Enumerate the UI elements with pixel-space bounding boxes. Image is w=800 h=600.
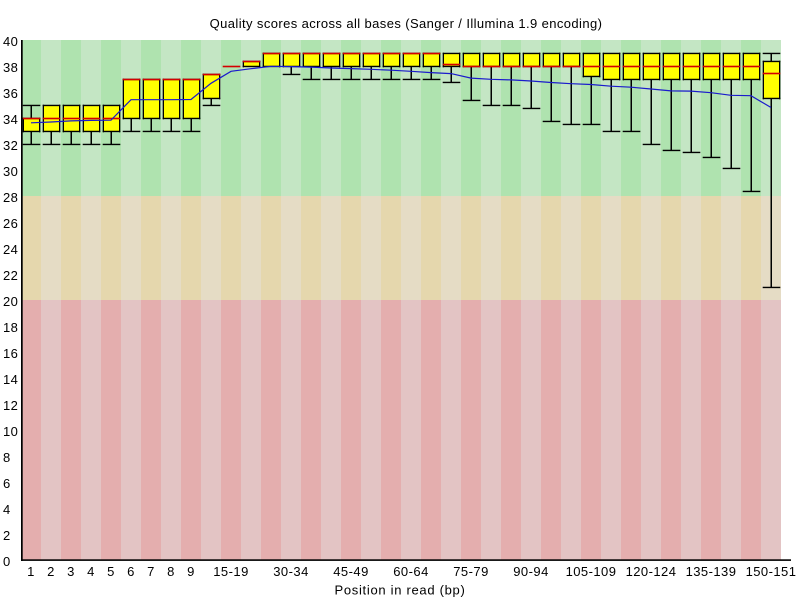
svg-text:6: 6: [127, 564, 135, 579]
svg-text:2: 2: [47, 564, 55, 579]
svg-text:1: 1: [27, 564, 35, 579]
svg-text:60-64: 60-64: [393, 564, 429, 579]
svg-text:105-109: 105-109: [566, 564, 617, 579]
svg-text:9: 9: [187, 564, 195, 579]
svg-text:8: 8: [3, 450, 11, 465]
svg-text:22: 22: [3, 268, 18, 283]
svg-text:28: 28: [3, 190, 18, 205]
svg-text:18: 18: [3, 320, 18, 335]
svg-text:75-79: 75-79: [453, 564, 489, 579]
svg-text:14: 14: [3, 372, 18, 387]
svg-text:24: 24: [3, 242, 18, 257]
svg-text:45-49: 45-49: [333, 564, 369, 579]
svg-text:32: 32: [3, 138, 18, 153]
svg-text:36: 36: [3, 86, 18, 101]
svg-text:135-139: 135-139: [686, 564, 737, 579]
svg-text:16: 16: [3, 346, 18, 361]
svg-text:30: 30: [3, 164, 18, 179]
svg-text:15-19: 15-19: [213, 564, 249, 579]
svg-text:8: 8: [167, 564, 175, 579]
svg-text:150-151: 150-151: [746, 564, 797, 579]
svg-text:7: 7: [147, 564, 155, 579]
svg-text:Position in read (bp): Position in read (bp): [334, 583, 465, 598]
svg-text:6: 6: [3, 476, 11, 491]
svg-text:2: 2: [3, 528, 11, 543]
svg-text:38: 38: [3, 60, 18, 75]
svg-text:Quality scores across all base: Quality scores across all bases (Sanger …: [210, 16, 603, 31]
svg-text:40: 40: [3, 34, 18, 49]
svg-text:3: 3: [67, 564, 75, 579]
svg-text:26: 26: [3, 216, 18, 231]
svg-text:4: 4: [3, 502, 11, 517]
svg-text:0: 0: [3, 554, 11, 569]
svg-text:30-34: 30-34: [273, 564, 309, 579]
svg-text:12: 12: [3, 398, 18, 413]
svg-text:120-124: 120-124: [626, 564, 677, 579]
svg-text:34: 34: [3, 112, 18, 127]
svg-text:10: 10: [3, 424, 18, 439]
svg-text:90-94: 90-94: [513, 564, 549, 579]
svg-text:4: 4: [87, 564, 95, 579]
svg-text:5: 5: [107, 564, 115, 579]
svg-text:20: 20: [3, 294, 18, 309]
